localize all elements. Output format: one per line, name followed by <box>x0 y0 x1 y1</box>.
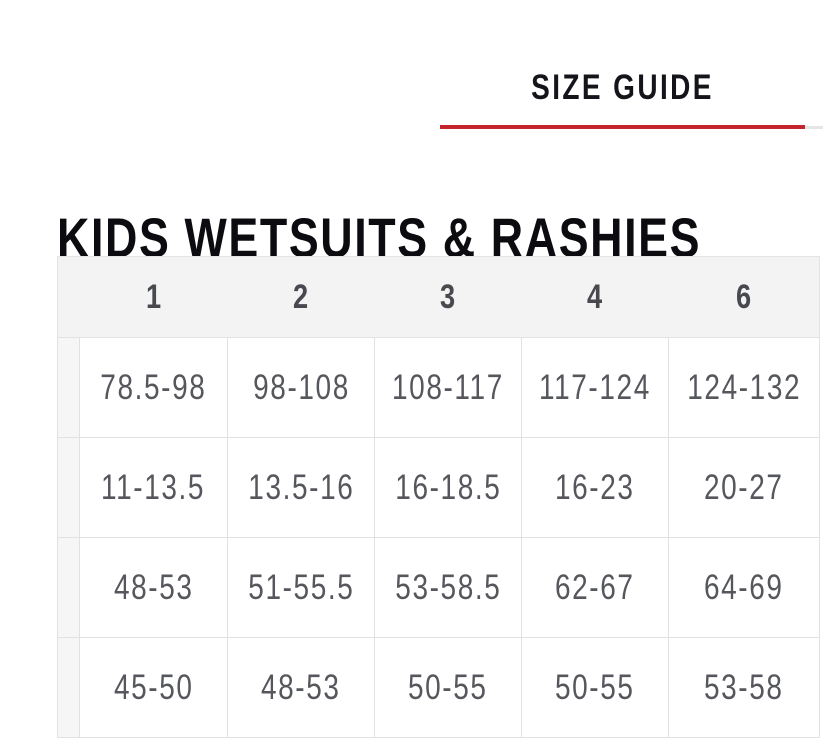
size-cell: 16-23 <box>521 437 669 538</box>
size-column-header: 6 <box>668 256 820 338</box>
size-cell: 51-55.5 <box>227 537 375 638</box>
size-column-label: 3 <box>440 277 456 316</box>
table-row: 48-53 51-55.5 53-58.5 62-67 64-69 <box>57 537 820 638</box>
page-title: KIDS WETSUITS & RASHIES <box>57 205 702 269</box>
size-cell: 108-117 <box>374 337 522 438</box>
size-cell-value: 98-108 <box>252 367 350 407</box>
size-cell: 20-27 <box>668 437 820 538</box>
size-cell-value: 124-132 <box>687 367 801 407</box>
active-tab-indicator <box>440 125 805 129</box>
row-label-cell <box>57 437 80 538</box>
size-column-header: 3 <box>374 256 522 338</box>
size-cell-value: 62-67 <box>555 567 635 607</box>
size-cell-value: 48-53 <box>113 567 194 607</box>
size-cell: 45-50 <box>79 637 228 738</box>
row-label-cell <box>57 637 80 738</box>
size-cell-value: 53-58.5 <box>394 567 502 607</box>
size-cell: 124-132 <box>668 337 820 438</box>
size-table-body: 78.5-98 98-108 108-117 117-124 124-132 11-13.… <box>57 337 820 738</box>
size-column-header: 2 <box>227 256 375 338</box>
size-cell-value: 11-13.5 <box>101 467 206 507</box>
row-label-cell <box>57 537 80 638</box>
size-cell: 13.5-16 <box>227 437 375 538</box>
row-label-cell <box>57 337 80 438</box>
size-cell: 16-18.5 <box>374 437 522 538</box>
size-column-label: 1 <box>145 277 162 316</box>
size-cell: 64-69 <box>668 537 820 638</box>
table-row: 45-50 48-53 50-55 50-55 53-58 <box>57 637 820 738</box>
tab-bar-divider <box>805 126 823 129</box>
size-cell-value: 20-27 <box>704 467 784 507</box>
table-row: 78.5-98 98-108 108-117 117-124 124-132 <box>57 337 820 438</box>
size-cell: 48-53 <box>227 637 375 738</box>
tab-size-guide[interactable]: SIZE GUIDE <box>531 68 714 107</box>
size-table-header-row: 1 2 3 4 6 <box>57 256 820 338</box>
size-cell: 62-67 <box>521 537 669 638</box>
size-cell: 50-55 <box>374 637 522 738</box>
size-column-label: 6 <box>735 277 752 316</box>
size-cell-value: 13.5-16 <box>247 467 355 507</box>
size-column-label: 2 <box>293 277 309 316</box>
size-cell-value: 53-58 <box>704 667 784 707</box>
size-table-scroll-area[interactable]: 1 2 3 4 6 78.5-98 98-108 108-117 117-124 124-132… <box>57 256 820 738</box>
size-cell-value: 16-18.5 <box>394 467 502 507</box>
size-cell: 53-58 <box>668 637 820 738</box>
size-cell: 117-124 <box>521 337 669 438</box>
size-cell: 53-58.5 <box>374 537 522 638</box>
size-cell-value: 45-50 <box>113 667 194 707</box>
size-cell: 48-53 <box>79 537 228 638</box>
size-cell-value: 78.5-98 <box>100 367 207 407</box>
size-cell-value: 117-124 <box>539 367 651 407</box>
size-cell: 11-13.5 <box>79 437 228 538</box>
size-cell: 50-55 <box>521 637 669 738</box>
size-column-header: 4 <box>521 256 669 338</box>
size-table: 1 2 3 4 6 78.5-98 98-108 108-117 117-124 124-132… <box>57 256 820 738</box>
size-cell-value: 50-55 <box>408 667 488 707</box>
size-cell-value: 51-55.5 <box>247 567 355 607</box>
size-column-header: 1 <box>79 256 228 338</box>
size-column-label: 4 <box>587 277 603 316</box>
size-cell-value: 64-69 <box>704 567 784 607</box>
size-cell-value: 50-55 <box>555 667 635 707</box>
table-row: 11-13.5 13.5-16 16-18.5 16-23 20-27 <box>57 437 820 538</box>
row-label-column-header <box>57 256 80 338</box>
size-cell-value: 48-53 <box>261 667 341 707</box>
size-cell-value: 16-23 <box>555 467 635 507</box>
size-cell: 98-108 <box>227 337 375 438</box>
size-cell: 78.5-98 <box>79 337 228 438</box>
size-cell-value: 108-117 <box>392 367 504 407</box>
